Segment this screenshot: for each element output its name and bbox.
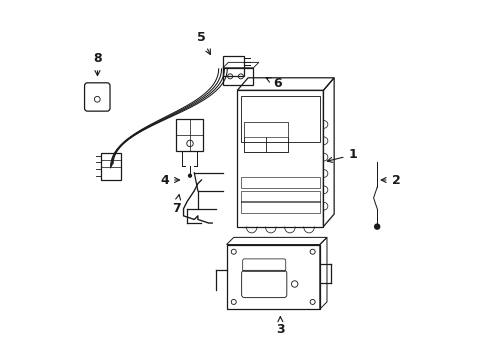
Bar — [265, 137, 287, 152]
Text: 1: 1 — [326, 148, 357, 162]
Bar — [241, 190, 319, 202]
Bar — [241, 96, 319, 142]
Bar — [176, 119, 203, 151]
Bar — [241, 201, 319, 213]
Bar — [223, 56, 244, 76]
Bar — [223, 68, 253, 85]
Text: 2: 2 — [381, 174, 400, 186]
Bar — [237, 90, 323, 226]
Text: 6: 6 — [265, 77, 281, 90]
Text: 4: 4 — [160, 174, 179, 186]
Circle shape — [373, 224, 380, 230]
Bar — [244, 137, 265, 152]
Bar — [101, 153, 121, 180]
Bar — [241, 177, 319, 189]
Text: 8: 8 — [93, 52, 102, 76]
Text: 3: 3 — [276, 317, 284, 337]
Text: 5: 5 — [197, 31, 210, 54]
Bar — [244, 122, 287, 152]
Bar — [226, 244, 319, 309]
Circle shape — [187, 174, 192, 178]
Text: 7: 7 — [172, 195, 181, 215]
